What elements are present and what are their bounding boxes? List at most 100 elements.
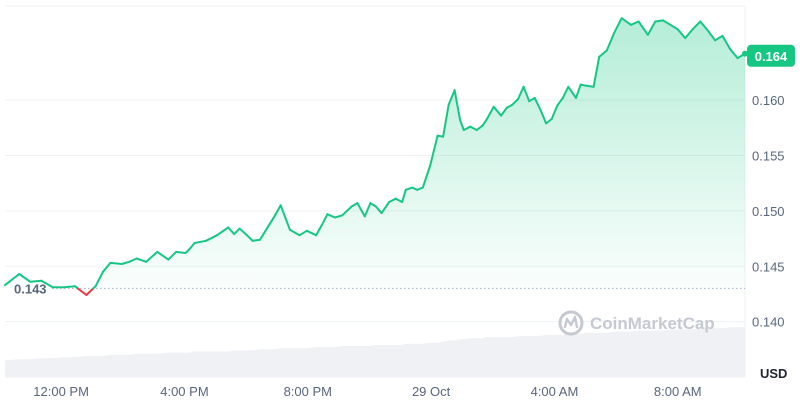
price-line-segment: [356, 202, 366, 218]
x-tick-label: 4:00 PM: [160, 384, 208, 399]
price-line-segment: [646, 20, 657, 36]
price-line-segment: [216, 226, 230, 237]
price-line-segment: [429, 134, 439, 167]
price-line-segment: [350, 202, 359, 208]
price-line-segment: [539, 109, 548, 125]
price-badge-background: [747, 44, 795, 67]
x-tick-label: 12:00 PM: [33, 384, 89, 399]
price-line-segment: [684, 28, 694, 40]
price-line-segment: [320, 213, 329, 227]
price-line-segment: [592, 55, 601, 88]
price-line-segment: [109, 261, 123, 265]
price-line-segment: [288, 228, 301, 237]
price-line-segment: [238, 227, 248, 237]
price-line-segment: [227, 226, 236, 236]
price-line-segment: [401, 188, 407, 203]
price-line-segment: [475, 124, 484, 131]
price-line-segment: [145, 250, 159, 263]
price-line-segment: [522, 85, 531, 103]
price-line-segment: [193, 239, 207, 244]
price-line-segment: [714, 34, 724, 42]
y-tick-label: 0.155: [752, 149, 785, 164]
price-line-segment: [363, 202, 372, 218]
price-line-segment: [18, 273, 32, 283]
price-line-segment: [699, 20, 709, 32]
price-line-segment: [394, 197, 404, 203]
price-line-segment: [259, 223, 271, 241]
price-line-segment: [156, 250, 170, 261]
y-tick-label: 0.160: [752, 93, 785, 108]
price-line-segment: [447, 89, 456, 106]
price-line-segment: [205, 234, 219, 242]
price-line-segment: [175, 250, 187, 254]
price-line-segment: [629, 20, 640, 26]
x-axis-ticks: 12:00 PM 4:00 PM 8:00 PM 29 Oct 4:00 AM 8:00 …: [33, 384, 701, 399]
current-price-marker: [742, 50, 748, 57]
price-line-segment: [233, 227, 241, 236]
price-line-segment: [380, 201, 391, 215]
price-line-segment: [585, 84, 595, 88]
price-line-segment: [279, 204, 291, 231]
price-line-segment: [669, 23, 679, 31]
watermark-text: CoinMarketCap: [590, 314, 715, 333]
price-line-segment: [251, 238, 261, 242]
price-line-segment: [404, 186, 414, 191]
price-line-segment: [492, 105, 503, 117]
price-line-segment: [421, 164, 432, 189]
axis-unit-label: USD: [760, 366, 787, 381]
price-line-segment: [517, 85, 525, 100]
x-tick-label: 8:00 AM: [654, 384, 702, 399]
price-line-segment: [676, 28, 687, 40]
price-line-segment: [637, 20, 649, 36]
price-line-segment: [567, 85, 577, 99]
price-line-segment: [188, 242, 196, 251]
price-line-segment: [469, 125, 478, 131]
price-line-segment: [485, 105, 495, 122]
price-line-segment: [706, 29, 717, 42]
price-line-segment: [691, 20, 702, 31]
price-line-segment: [459, 119, 465, 131]
price-line-segment: [374, 205, 383, 215]
price-line-segment: [453, 89, 462, 122]
y-tick-label: 0.140: [752, 315, 785, 330]
price-line-segment: [528, 96, 536, 103]
coinmarketcap-logo-icon: [558, 310, 584, 336]
x-tick-label: 8:00 PM: [284, 384, 332, 399]
price-line-segment: [326, 213, 336, 219]
price-line-segment: [76, 287, 88, 296]
price-line-segment: [605, 31, 616, 52]
price-line-segment: [135, 257, 148, 263]
y-tick-label: 0.145: [752, 259, 785, 274]
price-line-segment: [556, 96, 564, 107]
price-line-segment: [598, 49, 608, 58]
price-line[interactable]: [4, 17, 746, 296]
price-line-segment: [246, 234, 254, 242]
price-line-segment: [128, 257, 138, 263]
price-line-segment: [561, 85, 570, 99]
price-line-segment: [102, 261, 112, 273]
price-line-segment: [388, 197, 397, 203]
volume-area: [5, 327, 745, 377]
current-price-label: 0.164: [755, 49, 788, 64]
price-line-segment: [40, 279, 54, 289]
price-line-segment: [620, 17, 632, 26]
price-line-segment: [462, 125, 472, 131]
price-line-segment: [545, 118, 553, 125]
price-line-segment: [4, 273, 21, 287]
price-line-segment: [416, 186, 424, 191]
price-line-segment: [268, 214, 277, 226]
price-line-segment: [305, 229, 318, 237]
price-line-segment: [333, 214, 344, 219]
price-line-segment: [369, 202, 377, 208]
price-line-segment: [613, 17, 623, 34]
price-line-segment: [85, 287, 95, 296]
price-line-segment: [298, 229, 308, 237]
current-price-badge: 0.164: [747, 44, 795, 67]
price-line-segment: [550, 104, 559, 120]
price-line-segment: [62, 285, 76, 289]
x-tick-label: 29 Oct: [412, 384, 451, 399]
price-line-segment: [29, 279, 43, 283]
price-line-segment: [341, 205, 353, 217]
